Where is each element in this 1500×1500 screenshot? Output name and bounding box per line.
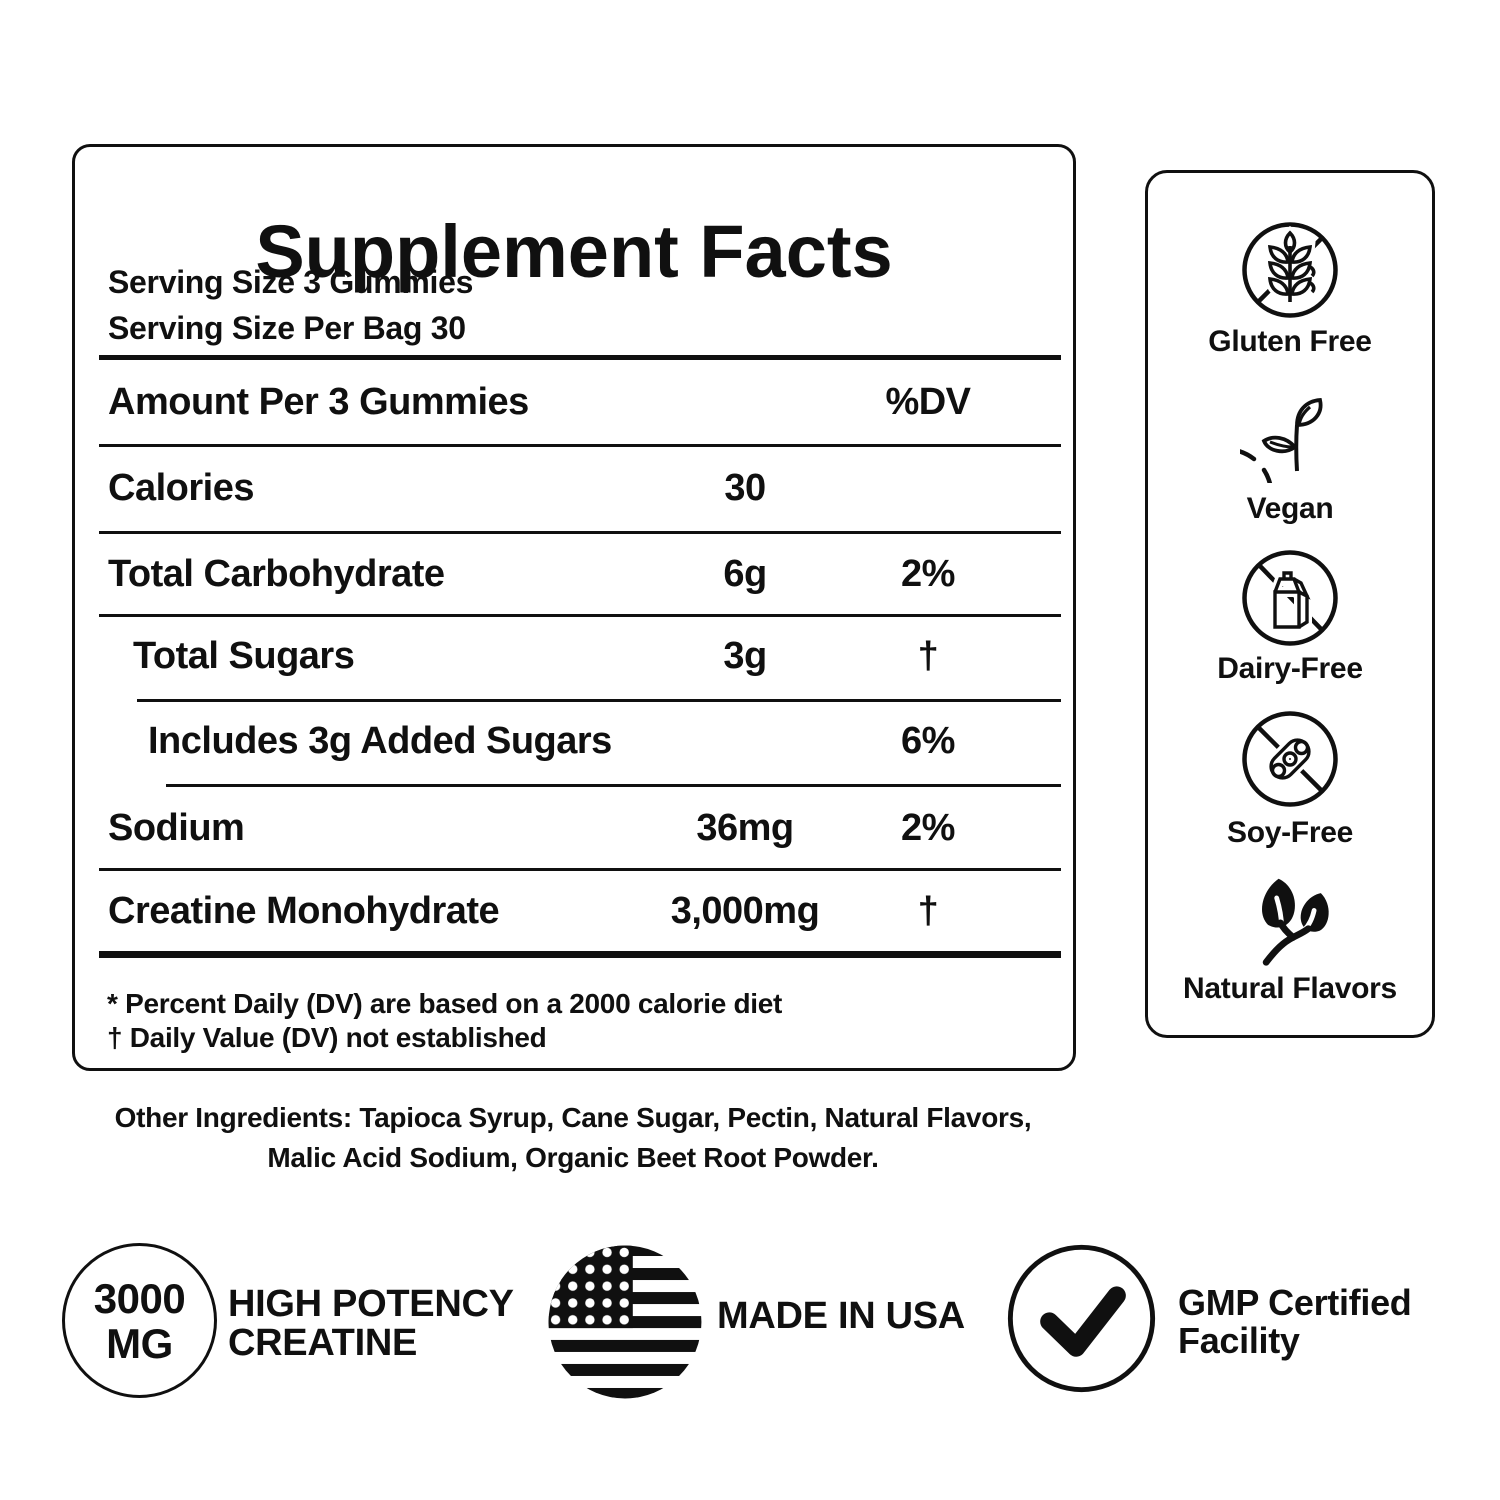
row-amount: 3g: [723, 635, 767, 677]
row-amount: 30: [724, 467, 766, 509]
footnote-dv: * Percent Daily (DV) are based on a 2000…: [107, 988, 783, 1019]
amount-per-header: Amount Per 3 Gummies: [108, 381, 529, 423]
gmp-line1: GMP Certified: [1178, 1282, 1412, 1323]
other-ingredients-line2: Malic Acid Sodium, Organic Beet Root Pow…: [267, 1142, 879, 1173]
row-dv: 2%: [901, 807, 955, 849]
row-amount: 36mg: [696, 807, 794, 849]
gmp-certified-text: GMP Certified Facility: [1178, 1282, 1412, 1361]
soy-free-icon: [1240, 709, 1340, 809]
row-dv: 2%: [901, 553, 955, 595]
row-amount: 6g: [723, 553, 767, 595]
footnote-dagger: † Daily Value (DV) not established: [107, 1022, 547, 1053]
row-label: Sodium: [108, 807, 245, 849]
other-ingredients: Other Ingredients: Tapioca Syrup, Cane S…: [0, 1098, 1146, 1178]
potency-badge-circle: 3000 MG: [62, 1243, 217, 1398]
divider-indent-1: [137, 699, 1061, 702]
panel-title: Supplement Facts: [255, 209, 893, 293]
diet-label-dairy-free: Dairy-Free: [1217, 652, 1363, 685]
row-dv: 6%: [901, 720, 955, 762]
diet-badges-panel: Gluten Free Vegan: [1145, 170, 1435, 1038]
divider-thick-top: [99, 355, 1061, 360]
diet-label-gluten-free: Gluten Free: [1208, 325, 1372, 358]
potency-line2: CREATINE: [228, 1322, 418, 1364]
divider: [99, 531, 1061, 534]
vegan-icon: [1240, 383, 1340, 483]
divider: [99, 614, 1061, 617]
made-in-usa-text: MADE IN USA: [717, 1295, 965, 1337]
diet-label-natural-flavors: Natural Flavors: [1183, 972, 1397, 1005]
divider-indent-2: [166, 784, 1061, 787]
other-ingredients-line1: Other Ingredients: Tapioca Syrup, Cane S…: [114, 1102, 1032, 1133]
servings-per-bag: Serving Size Per Bag 30: [108, 310, 466, 346]
dv-header: %DV: [885, 381, 971, 423]
row-label: Creatine Monohydrate: [108, 890, 500, 932]
serving-size: Serving Size 3 Gummies: [108, 264, 474, 300]
divider-thick-bottom: [99, 951, 1061, 958]
row-label: Calories: [108, 467, 254, 509]
gluten-free-icon: [1240, 220, 1340, 320]
natural-flavors-icon: [1245, 873, 1341, 969]
row-label: Includes 3g Added Sugars: [148, 720, 612, 762]
dairy-free-icon: [1240, 548, 1340, 648]
divider: [99, 868, 1061, 871]
diet-label-soy-free: Soy-Free: [1227, 816, 1353, 849]
divider: [99, 444, 1061, 447]
gmp-line2: Facility: [1178, 1320, 1300, 1361]
potency-mg-value: 3000: [93, 1274, 186, 1322]
row-label: Total Sugars: [133, 635, 355, 677]
supplement-facts-panel: Supplement Facts Serving Size 3 Gummies …: [72, 144, 1076, 1071]
potency-line1: HIGH POTENCY: [228, 1283, 514, 1325]
checkmark-icon: [1005, 1242, 1158, 1395]
usa-flag-icon: [547, 1244, 703, 1400]
row-dv: †: [917, 635, 939, 677]
row-dv: †: [917, 890, 939, 932]
row-label: Total Carbohydrate: [108, 553, 445, 595]
diet-label-vegan: Vegan: [1246, 492, 1334, 525]
potency-badge-text: HIGH POTENCY CREATINE: [228, 1285, 514, 1363]
row-amount: 3,000mg: [670, 890, 820, 932]
potency-mg-unit: MG: [106, 1319, 173, 1367]
